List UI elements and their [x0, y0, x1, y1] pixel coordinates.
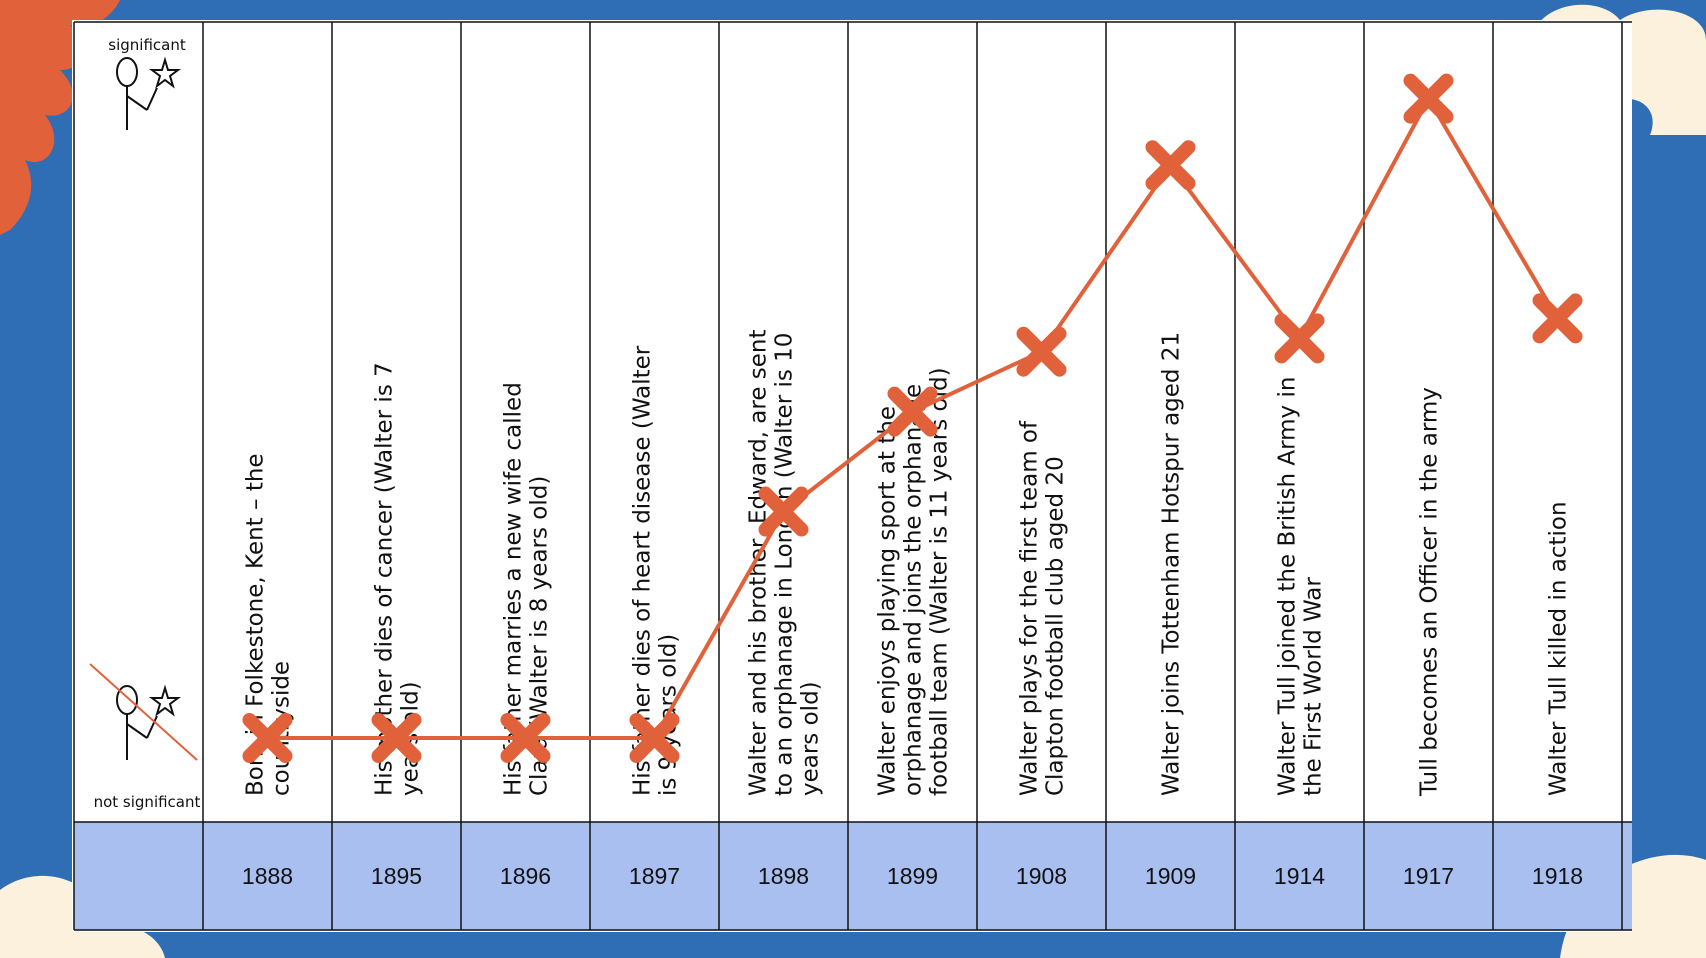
data-point-marker: [1016, 326, 1067, 377]
year-labels: 1888 1895 1896 1897 1898 1899 1908 1909 1914 1917…: [242, 863, 1583, 889]
year-tick-label: 1908: [1016, 863, 1067, 889]
data-point-marker: [242, 713, 293, 763]
year-tick-label: 1914: [1274, 863, 1325, 889]
palm-leaf-decoration: [0, 0, 120, 235]
event-label: Walter plays for the first team of: [1017, 420, 1043, 796]
year-tick-label: 1897: [629, 863, 680, 889]
event-label: Walter joins Tottenham Hotspur aged 21: [1159, 332, 1185, 796]
year-tick-label: 1896: [500, 863, 551, 889]
event-label: Clapton football club aged 20: [1043, 456, 1069, 796]
event-label: football team (Walter is 11 years old): [927, 367, 953, 796]
data-point-marker: [1145, 140, 1196, 191]
event-label: Walter Tull joined the British Army in: [1275, 377, 1301, 796]
data-point-marker: [629, 713, 680, 763]
y-axis-panel: significant not significant: [89, 36, 201, 811]
year-band: [74, 822, 1632, 930]
significance-timeline-chart: significant not significant Born in Folk…: [73, 21, 1632, 931]
data-point-marker: [1532, 293, 1583, 344]
event-label: Walter Tull killed in action: [1546, 501, 1572, 796]
crossed-out-figure-with-star-icon: [89, 663, 198, 761]
year-tick-label: 1917: [1403, 863, 1454, 889]
x-markers: [242, 73, 1583, 763]
figure-with-star-icon: [116, 56, 181, 130]
y-axis-bottom-label: not significant: [94, 793, 201, 811]
event-label: Walter enjoys playing sport at the: [875, 406, 901, 796]
event-label: Tull becomes an Officer in the army: [1417, 387, 1443, 797]
event-label: years old): [798, 681, 824, 796]
data-point-marker: [371, 713, 422, 763]
year-tick-label: 1898: [758, 863, 809, 889]
chart-frame: significant not significant Born in Folk…: [72, 20, 1632, 932]
y-axis-top-label: significant: [108, 36, 186, 54]
data-point-marker: [758, 486, 809, 537]
year-tick-label: 1909: [1145, 863, 1196, 889]
cloud-decoration-bottom-right: [1560, 854, 1706, 958]
data-point-marker: [1403, 73, 1454, 124]
table-grid: [73, 21, 1632, 931]
event-label: the First World War: [1301, 577, 1327, 796]
data-point-marker: [500, 713, 551, 763]
year-tick-label: 1899: [887, 863, 938, 889]
data-point-marker: [1274, 313, 1325, 364]
event-label: orphanage and joins the orphanage: [901, 384, 927, 796]
year-tick-label: 1888: [242, 863, 293, 889]
event-label: to an orphanage in London (Walter is 10: [772, 333, 798, 796]
event-label: Walter and his brother, Edward, are sent: [746, 329, 772, 796]
year-tick-label: 1895: [371, 863, 422, 889]
data-point-marker: [887, 386, 938, 437]
year-tick-label: 1918: [1532, 863, 1583, 889]
